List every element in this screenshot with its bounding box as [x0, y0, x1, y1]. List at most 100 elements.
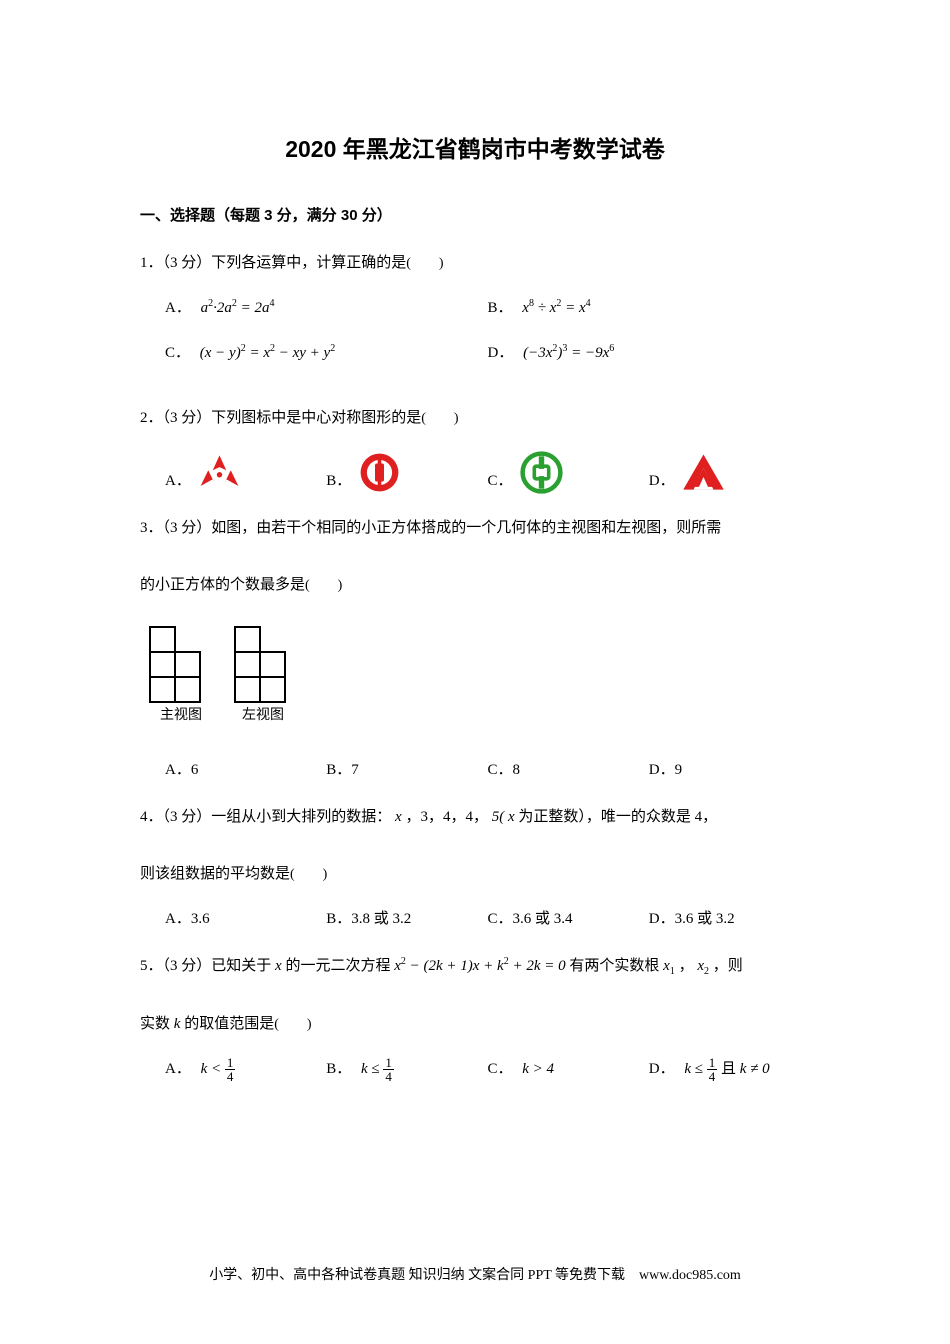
q5-pre: 5．（3 分）已知关于: [140, 958, 271, 974]
question-3: 3．（3 分）如图，由若干个相同的小正方体搭成的一个几何体的主视图和左视图，则所…: [140, 515, 810, 784]
q2-iconD: [681, 450, 726, 495]
q4-optA: A．3.6: [165, 906, 326, 933]
q5-optB-label: B．: [326, 1061, 351, 1077]
q5-optA: A． k < 14: [165, 1056, 326, 1083]
q5-optB-frac: 14: [383, 1056, 394, 1083]
q4-l1-mid: ，3，4，4，: [405, 809, 488, 825]
q2-iconC: [519, 450, 564, 495]
q1-optA: A． a2·2a2 = 2a4: [165, 295, 488, 322]
q5-x: x: [275, 958, 285, 974]
q1-optA-math: a2·2a2 = 2a4: [201, 300, 275, 316]
question-5: 5．（3 分）已知关于 x 的一元二次方程 x2 − (2k + 1)x + k…: [140, 953, 810, 1083]
q1-optC: C． (x − y)2 = x2 − xy + y2: [165, 340, 488, 367]
q4-l1-pre: 4．（3 分）一组从小到大排列的数据：: [140, 809, 391, 825]
q4-stem-line1: 4．（3 分）一组从小到大排列的数据： x ，3，4，4， 5( x 为正整数）…: [140, 804, 810, 831]
q4-paren: ( ): [290, 867, 327, 882]
q2-optC: C．: [488, 450, 649, 495]
q2-stem-text: 2．（3 分）下列图标中是中心对称图形的是: [140, 410, 421, 426]
left-view-label: 左视图: [242, 707, 284, 723]
q2-optB: B．: [326, 450, 487, 495]
q2-options: A． B．: [140, 450, 810, 495]
q3-paren: ( ): [305, 578, 342, 593]
q5-mid: 的一元二次方程: [285, 958, 390, 974]
q1-optA-label: A．: [165, 300, 191, 316]
logo-b-icon: [357, 450, 402, 495]
q3-optA: A．6: [165, 757, 326, 784]
q5-optC-label: C．: [488, 1061, 513, 1077]
q3-optD: D．9: [649, 757, 810, 784]
q1-optC-label: C．: [165, 345, 190, 361]
logo-c-icon: [519, 450, 564, 495]
q2-optC-label: C．: [488, 468, 513, 495]
q1-paren: ( ): [406, 256, 443, 271]
q1-stem-text: 1．（3 分）下列各运算中，计算正确的是: [140, 255, 406, 271]
logo-d-icon: [681, 450, 726, 495]
front-view-label: 主视图: [160, 707, 202, 723]
q1-optB: B． x8 ÷ x2 = x4: [488, 295, 811, 322]
q3-optC: C．8: [488, 757, 649, 784]
q5-optC: C． k > 4: [488, 1056, 649, 1083]
q5-optA-frac: 14: [225, 1056, 236, 1083]
q2-optD-label: D．: [649, 468, 675, 495]
views-diagram: 主视图 左视图: [140, 617, 810, 737]
logo-a-icon: [197, 450, 242, 495]
q4-x: x: [395, 809, 402, 825]
q5-optD-frac: 14: [707, 1056, 718, 1083]
q2-paren: ( ): [421, 411, 458, 426]
q5-optD-k0: k ≠ 0: [740, 1061, 770, 1077]
q5-optA-math: k <: [201, 1061, 225, 1077]
q5-post3: ，则: [713, 958, 743, 974]
q5-stem-line1: 5．（3 分）已知关于 x 的一元二次方程 x2 − (2k + 1)x + k…: [140, 953, 810, 981]
q5-optD-label: D．: [649, 1061, 675, 1077]
q4-optD: D．3.6 或 3.2: [649, 906, 810, 933]
q1-optD: D． (−3x2)3 = −9x6: [488, 340, 811, 367]
page-footer: 小学、初中、高中各种试卷真题 知识归纳 文案合同 PPT 等免费下载 www.d…: [0, 1264, 950, 1284]
views-svg-icon: 主视图 左视图: [140, 617, 320, 727]
q5-post1: 有两个实数根: [569, 958, 659, 974]
q3-options: A．6 B．7 C．8 D．9: [140, 757, 810, 784]
q5-optB-math: k ≤: [361, 1061, 383, 1077]
q3-stem-line2-row: 的小正方体的个数最多是( ): [140, 572, 810, 599]
q2-optA: A．: [165, 450, 326, 495]
question-2: 2．（3 分）下列图标中是中心对称图形的是( ) A．: [140, 405, 810, 495]
q4-stem-line2: 则该组数据的平均数是: [140, 866, 290, 882]
q4-optB: B．3.8 或 3.2: [326, 906, 487, 933]
q4-l1-post: 为正整数），唯一的众数是 4，: [518, 809, 717, 825]
q5-l2-pre: 实数: [140, 1016, 170, 1032]
page-title: 2020 年黑龙江省鹤岗市中考数学试卷: [140, 130, 810, 164]
q5-options: A． k < 14 B． k ≤ 14 C． k > 4 D． k ≤ 14 且…: [140, 1056, 810, 1083]
question-4: 4．（3 分）一组从小到大排列的数据： x ，3，4，4， 5( x 为正整数）…: [140, 804, 810, 933]
q2-optA-label: A．: [165, 468, 191, 495]
q5-l2-post: 的取值范围是: [184, 1016, 274, 1032]
section-header: 一、选择题（每题 3 分，满分 30 分）: [140, 204, 810, 225]
q5-eq: x2 − (2k + 1)x + k2 + 2k = 0: [394, 958, 569, 974]
q2-stem: 2．（3 分）下列图标中是中心对称图形的是( ): [140, 405, 810, 432]
q5-optD-math: k ≤: [684, 1061, 706, 1077]
q1-optD-label: D．: [488, 345, 514, 361]
question-1: 1．（3 分）下列各运算中，计算正确的是( ) A． a2·2a2 = 2a4 …: [140, 250, 810, 385]
q1-optD-math: (−3x2)3 = −9x6: [523, 345, 614, 361]
q5-post2: ，: [679, 958, 694, 974]
q3-stem-line1: 3．（3 分）如图，由若干个相同的小正方体搭成的一个几何体的主视图和左视图，则所…: [140, 515, 810, 542]
q2-optB-label: B．: [326, 468, 351, 495]
q4-stem-line2-row: 则该组数据的平均数是( ): [140, 861, 810, 888]
q5-x1: x1: [663, 958, 675, 974]
q4-5x: 5( x: [492, 809, 515, 825]
q5-k: k: [174, 1016, 184, 1032]
q3-optB: B．7: [326, 757, 487, 784]
q5-optB: B． k ≤ 14: [326, 1056, 487, 1083]
q3-stem-line2: 的小正方体的个数最多是: [140, 577, 305, 593]
q4-optC: C．3.6 或 3.4: [488, 906, 649, 933]
q5-optC-math: k > 4: [522, 1061, 554, 1077]
q5-x2: x2: [697, 958, 712, 974]
exam-page: 2020 年黑龙江省鹤岗市中考数学试卷 一、选择题（每题 3 分，满分 30 分…: [0, 0, 950, 1143]
q5-paren: ( ): [274, 1017, 311, 1032]
q2-optD: D．: [649, 450, 810, 495]
q1-stem: 1．（3 分）下列各运算中，计算正确的是( ): [140, 250, 810, 277]
q2-iconA: [197, 450, 242, 495]
q2-iconB: [357, 450, 402, 495]
q5-stem-line2-row: 实数 k 的取值范围是( ): [140, 1011, 810, 1038]
q5-optD-tail: 且: [721, 1061, 740, 1077]
q1-optC-math: (x − y)2 = x2 − xy + y2: [200, 345, 335, 361]
q1-optB-label: B．: [488, 300, 513, 316]
